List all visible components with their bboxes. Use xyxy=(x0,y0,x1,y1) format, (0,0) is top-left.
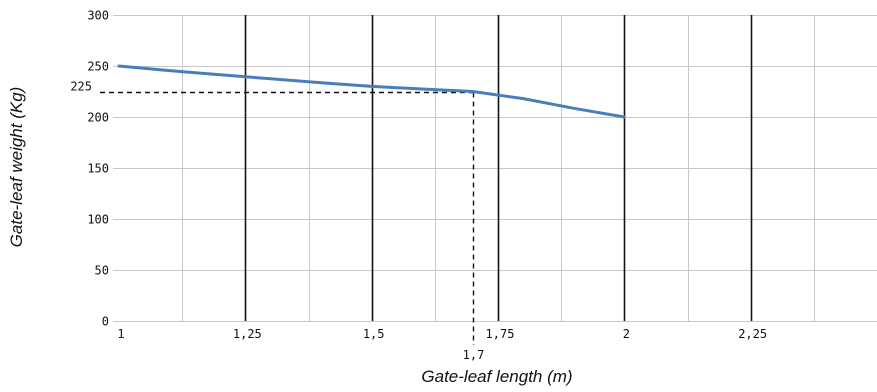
y-tick-label: 50 xyxy=(95,264,109,278)
y-tick-label: 0 xyxy=(102,315,109,329)
series-line xyxy=(117,64,626,119)
annotation-y-label: 225 xyxy=(70,80,92,94)
x-tick-label: 1,25 xyxy=(233,327,262,341)
series-layer xyxy=(117,64,626,119)
y-tick-label: 100 xyxy=(87,213,109,227)
y-tick-label: 250 xyxy=(87,60,109,74)
annotation-guides xyxy=(100,91,475,345)
tick-labels: 0 50 100 150 200 250 300 1 1,25 1,5 1,75 2 2,25 225 1,… xyxy=(70,9,767,363)
grid xyxy=(113,15,877,322)
x-tick-label: 2 xyxy=(623,327,630,341)
x-tick-label: 1 xyxy=(117,327,124,341)
y-tick-label: 200 xyxy=(87,111,109,125)
x-axis-title: Gate-leaf length (m) xyxy=(421,367,572,386)
x-tick-label: 1,5 xyxy=(363,327,385,341)
y-tick-label: 300 xyxy=(87,9,109,23)
x-tick-label: 2,25 xyxy=(738,327,767,341)
y-axis-title: Gate-leaf weight (Kg) xyxy=(7,87,26,248)
annotation-x-label: 1,7 xyxy=(463,348,485,362)
y-tick-label: 150 xyxy=(87,162,109,176)
x-tick-label: 1,75 xyxy=(486,327,515,341)
